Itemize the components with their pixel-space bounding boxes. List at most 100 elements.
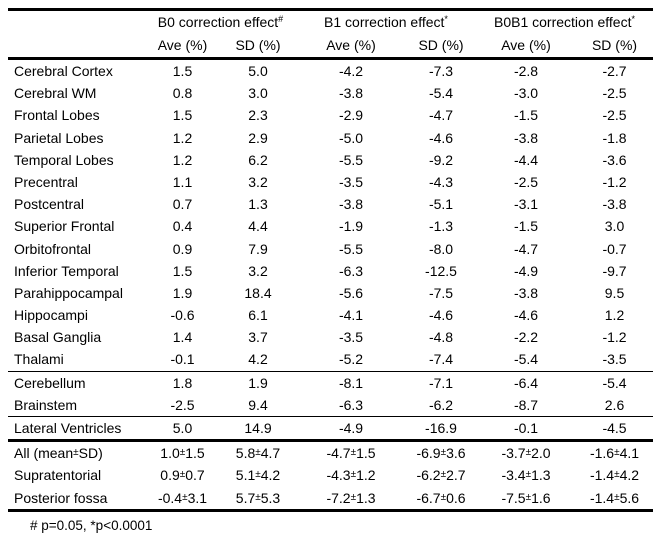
table-cell: -1.5 xyxy=(513,107,539,124)
row-label: Postcentral xyxy=(14,196,85,213)
table-cell: -5.4 xyxy=(513,351,539,368)
row-label: Orbitofrontal xyxy=(14,240,92,257)
table-cell: -4.7 xyxy=(428,107,454,124)
table-cell: 1.5 xyxy=(172,107,193,124)
table-row: Precentral 1.1 3.2 -3.5 -4.3 -2.5 -1.2 xyxy=(8,171,653,193)
table-cell: -3.8 xyxy=(513,284,539,301)
table-cell: 0.4 xyxy=(172,218,193,235)
group-header-row: B0 correction effect# B1 correction effe… xyxy=(8,11,653,34)
row-label: Supratentorial xyxy=(14,467,102,484)
table-row: Posterior fossa -0.4±3.1 5.7±5.3 -7.2±1.3 -6… xyxy=(8,487,653,509)
table-cell: 18.4 xyxy=(244,284,272,301)
group-header-b0b1-superscript: * xyxy=(631,14,635,24)
row-label: Basal Ganglia xyxy=(14,329,102,346)
row-label: All (mean±SD) xyxy=(14,445,103,462)
table-cell: 1.0±1.5 xyxy=(160,445,205,462)
table-row: All (mean±SD) 1.0±1.5 5.8±4.7 -4.7±1.5 -6.9±… xyxy=(8,442,653,464)
table-cell: 5.0 xyxy=(248,63,268,79)
table-cell: 1.5 xyxy=(172,262,193,279)
sub-header-sd-b0b1: SD (%) xyxy=(591,37,638,53)
table-cell: -6.2±2.7 xyxy=(416,467,466,484)
table-cell: -2.8 xyxy=(513,63,539,79)
table-cell: -1.8 xyxy=(602,129,627,146)
table-cell: 1.9 xyxy=(172,284,193,301)
table-row: Postcentral 0.7 1.3 -3.8 -5.1 -3.1 -3.8 xyxy=(8,193,653,215)
table-cell: -2.7 xyxy=(602,63,627,79)
table-cell: -4.5 xyxy=(602,420,627,436)
table-cell: 1.2 xyxy=(172,151,193,168)
plus-minus-glyph: ± xyxy=(525,447,532,459)
table-row: Frontal Lobes 1.5 2.3 -2.9 -4.7 -1.5 -2.5 xyxy=(8,104,653,126)
table-cell: -1.5 xyxy=(513,218,539,235)
table-cell: -7.5±1.6 xyxy=(501,489,551,506)
table-cell: -4.2 xyxy=(338,63,364,79)
table-cell: -3.8 xyxy=(338,85,364,102)
table-cell: 0.9±0.7 xyxy=(160,467,205,484)
table-cell: 2.3 xyxy=(248,107,268,124)
table-cell: 2.9 xyxy=(248,129,268,146)
table-cell: -5.5 xyxy=(338,151,364,168)
table-cell: 0.8 xyxy=(172,85,193,102)
table-cell: -5.4 xyxy=(428,85,454,102)
group-header-b0-label: B0 correction effect xyxy=(157,14,279,30)
plus-minus-glyph: ± xyxy=(73,447,79,459)
table-cell: -0.7 xyxy=(602,240,627,257)
table-cell: -8.1 xyxy=(338,374,364,391)
plus-minus-glyph: ± xyxy=(440,469,447,481)
plus-minus-glyph: ± xyxy=(255,469,261,481)
table-row: Superior Frontal 0.4 4.4 -1.9 -1.3 -1.5 3.0 xyxy=(8,215,653,237)
table-cell: -1.4±5.6 xyxy=(589,489,640,506)
plus-minus-glyph: ± xyxy=(179,447,186,459)
table-cell: -2.5 xyxy=(602,107,627,124)
table-cell: -4.3±1.2 xyxy=(326,467,376,484)
sub-header-ave-b0b1: Ave (%) xyxy=(501,37,551,53)
plus-minus-glyph: ± xyxy=(614,447,620,459)
group-header-b0b1: B0B1 correction effect* xyxy=(476,11,653,34)
group-header-b0b1-label: B0B1 correction effect xyxy=(494,14,632,30)
table-cell: 1.4 xyxy=(172,329,193,346)
table-row: Thalami -0.1 4.2 -5.2 -7.4 -5.4 -3.5 xyxy=(8,348,653,370)
table-cell: -3.6 xyxy=(602,151,627,168)
table-cell: 1.9 xyxy=(248,374,268,391)
plus-minus-glyph: ± xyxy=(182,491,188,503)
table-cell: 1.3 xyxy=(248,196,268,213)
table-cell: -4.3 xyxy=(428,173,454,190)
table-cell: -6.9±3.6 xyxy=(416,445,466,462)
table-cell: -3.5 xyxy=(338,173,364,190)
table-cell: -7.2±1.3 xyxy=(326,489,376,506)
table-cell: 1.2 xyxy=(172,129,193,146)
table-cell: -8.7 xyxy=(513,396,539,413)
row-label: Cerebellum xyxy=(14,374,86,391)
table-row: Parahippocampal 1.9 18.4 -5.6 -7.5 -3.8 9.5 xyxy=(8,282,653,304)
group-header-b0-superscript: # xyxy=(278,14,284,24)
table-cell: 7.9 xyxy=(248,240,268,257)
table-cell: -5.2 xyxy=(338,351,364,368)
table-cell: 5.1±4.2 xyxy=(235,467,281,484)
table-cell: -2.5 xyxy=(513,173,539,190)
row-label: Hippocampi xyxy=(14,307,88,324)
plus-minus-glyph: ± xyxy=(440,491,447,503)
header-bottom-rule xyxy=(8,57,653,60)
table-cell: 1.2 xyxy=(604,307,625,324)
row-label: Thalami xyxy=(14,351,64,368)
sub-header-sd-b0: SD (%) xyxy=(235,37,281,53)
table-bottom-rule xyxy=(8,508,653,512)
plus-minus-glyph: ± xyxy=(614,491,620,503)
table-cell: -1.3 xyxy=(428,218,454,235)
table-cell: -5.6 xyxy=(338,284,364,301)
table-cell: -4.8 xyxy=(428,329,454,346)
section-divider-rule xyxy=(8,416,653,417)
table-cell: -3.0 xyxy=(513,85,539,102)
table-top-rule xyxy=(8,8,653,11)
group-header-spacer xyxy=(8,11,145,34)
table-cell: -3.5 xyxy=(338,329,364,346)
table-cell: 4.2 xyxy=(248,351,268,368)
row-label: Temporal Lobes xyxy=(14,151,114,168)
sub-header-ave-b1: Ave (%) xyxy=(326,37,376,53)
table-cell: 1.1 xyxy=(172,173,193,190)
table-cell: -4.4 xyxy=(513,151,539,168)
row-label: Cerebral WM xyxy=(14,85,97,102)
row-label: Posterior fossa xyxy=(14,489,108,506)
table-cell: -5.5 xyxy=(338,240,364,257)
table-cell: -0.4±3.1 xyxy=(157,489,208,506)
